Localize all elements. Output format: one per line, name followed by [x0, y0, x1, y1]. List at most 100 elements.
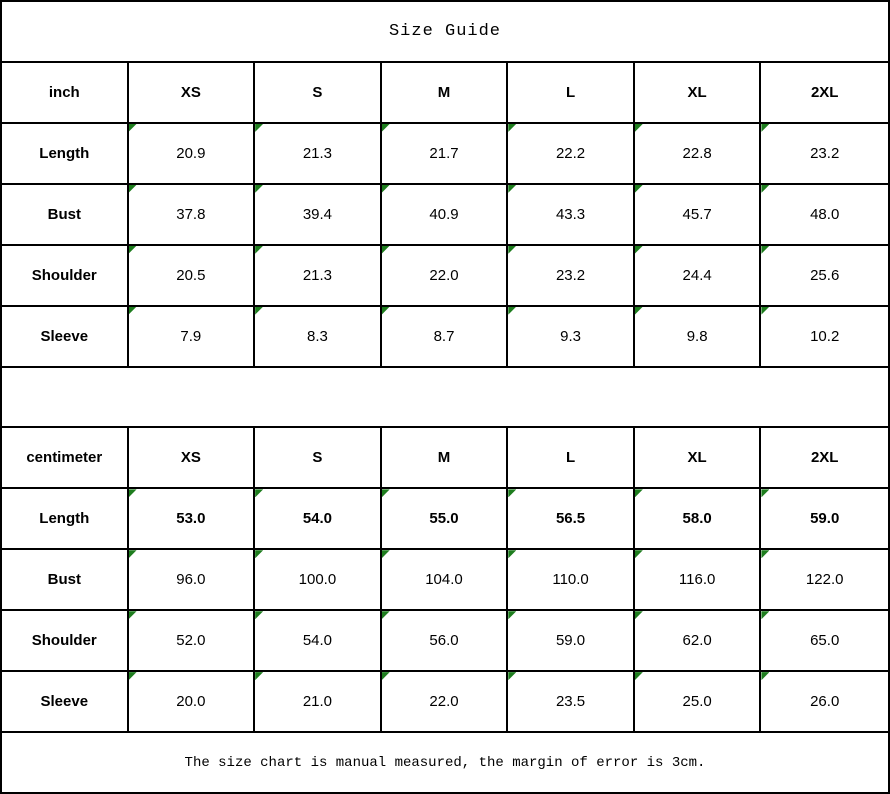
table-cell: 26.0: [761, 672, 888, 731]
cm-col-l: L: [508, 428, 635, 488]
cell-value: 7.9: [180, 327, 202, 345]
cell-value: 54.0: [302, 632, 333, 650]
cell-value: 23.2: [555, 266, 586, 284]
cm-col-xl: XL: [635, 428, 762, 488]
cell-value: 62.0: [682, 632, 712, 650]
table-cell: 25.6: [761, 245, 888, 305]
row-label-bust: Bust: [2, 550, 129, 610]
cell-value: 96.0: [176, 571, 206, 589]
cm-col-2xl: 2XL: [810, 449, 839, 467]
cell-value: 56.0: [429, 632, 459, 650]
inch-col-xs: XS: [129, 62, 256, 122]
row-label-shoulder: Shoulder: [2, 245, 129, 305]
table-cell: 21.3: [255, 245, 382, 305]
corner-triangle-icon: [508, 489, 517, 498]
cm-col-xs: XS: [129, 428, 256, 488]
corner-triangle-icon: [508, 184, 517, 193]
page-title: Size Guide: [388, 21, 502, 41]
corner-triangle-icon: [128, 489, 137, 498]
corner-triangle-icon: [255, 245, 264, 254]
table-cell: 39.4: [255, 184, 382, 244]
corner-triangle-icon: [761, 550, 770, 559]
table-cell: 23.5: [508, 672, 635, 732]
cell-value: 22.8: [682, 144, 712, 162]
inch-col-m: M: [382, 62, 509, 122]
cell-value: 58.0: [682, 510, 712, 528]
corner-triangle-icon: [508, 550, 517, 559]
table-cell: 45.7: [634, 184, 762, 244]
cell-value: 24.4: [682, 266, 712, 284]
cell-value: 110.0: [552, 571, 589, 589]
cell-value: 21.3: [302, 266, 333, 284]
cell-value: 65.0: [810, 632, 840, 650]
cell-value: 21.7: [429, 144, 459, 162]
cell-value: 9.3: [560, 327, 581, 345]
corner-triangle-icon: [634, 123, 643, 132]
row-label-sleeve: Sleeve: [2, 306, 129, 366]
cell-value: 52.0: [176, 632, 206, 650]
corner-triangle-icon: [381, 672, 390, 681]
inch-col-l: L: [508, 62, 635, 122]
table-cell: 20.0: [128, 672, 256, 732]
cell-value: 25.0: [682, 693, 712, 711]
table-row: Length 20.9 21.3 21.7 22.2 22.8 23.2: [2, 123, 888, 185]
corner-triangle-icon: [761, 611, 770, 620]
cm-unit-label: centimeter: [2, 428, 129, 488]
table-cell: 53.0: [128, 489, 256, 549]
cell-value: 104.0: [425, 571, 463, 589]
cell-value: 54.0: [302, 510, 333, 528]
cm-col-s: S: [255, 428, 382, 488]
cell-value: 59.0: [810, 510, 840, 528]
cell-value: 9.8: [686, 327, 708, 345]
corner-triangle-icon: [634, 672, 643, 681]
table-cell: 10.2: [761, 306, 888, 366]
cell-value: 122.0: [805, 571, 844, 589]
table-cell: 8.7: [381, 306, 509, 366]
cell-value: 26.0: [810, 693, 840, 711]
corner-triangle-icon: [381, 184, 390, 193]
table-row: Bust 37.8 39.4 40.9 43.3 45.7 48.0: [2, 184, 888, 246]
corner-triangle-icon: [255, 672, 264, 681]
cell-value: 8.7: [433, 327, 455, 345]
corner-triangle-icon: [508, 123, 517, 132]
table-cell: 21.3: [255, 123, 382, 183]
corner-triangle-icon: [381, 123, 390, 132]
table-cell: 21.7: [381, 123, 509, 183]
corner-triangle-icon: [128, 306, 137, 315]
corner-triangle-icon: [634, 550, 643, 559]
table-cell: 100.0: [255, 550, 382, 610]
corner-triangle-icon: [761, 489, 770, 498]
corner-triangle-icon: [761, 245, 770, 254]
table-cell: 20.5: [128, 245, 256, 305]
table-cell: 55.0: [381, 489, 509, 549]
table-cell: 21.0: [255, 672, 382, 732]
cell-value: 40.9: [429, 205, 459, 223]
corner-triangle-icon: [255, 306, 264, 315]
table-cell: 52.0: [128, 611, 256, 671]
corner-triangle-icon: [128, 245, 137, 254]
corner-triangle-icon: [128, 672, 137, 681]
cell-value: 22.2: [555, 144, 586, 162]
cell-value: 100.0: [298, 571, 337, 589]
table-cell: 22.0: [381, 245, 509, 305]
corner-triangle-icon: [128, 550, 137, 559]
table-cell: 23.2: [761, 123, 888, 183]
corner-triangle-icon: [128, 184, 137, 193]
table-cell: 59.0: [508, 611, 635, 671]
corner-triangle-icon: [128, 123, 137, 132]
cell-value: 55.0: [429, 510, 459, 528]
cell-value: 23.2: [810, 144, 840, 162]
corner-triangle-icon: [508, 306, 517, 315]
cell-value: 37.8: [176, 205, 206, 223]
row-label-length: Length: [2, 123, 129, 183]
corner-triangle-icon: [634, 611, 643, 620]
inch-header-row: inch XS S M L XL 2XL: [2, 62, 888, 124]
row-label-bust: Bust: [2, 184, 129, 244]
table-cell: 24.4: [634, 245, 762, 305]
cell-value: 21.0: [302, 693, 333, 711]
table-cell: 59.0: [761, 489, 888, 548]
inch-col-2xl: 2XL: [810, 83, 839, 101]
corner-triangle-icon: [381, 306, 390, 315]
corner-triangle-icon: [255, 489, 264, 498]
cell-value: 23.5: [555, 693, 586, 711]
